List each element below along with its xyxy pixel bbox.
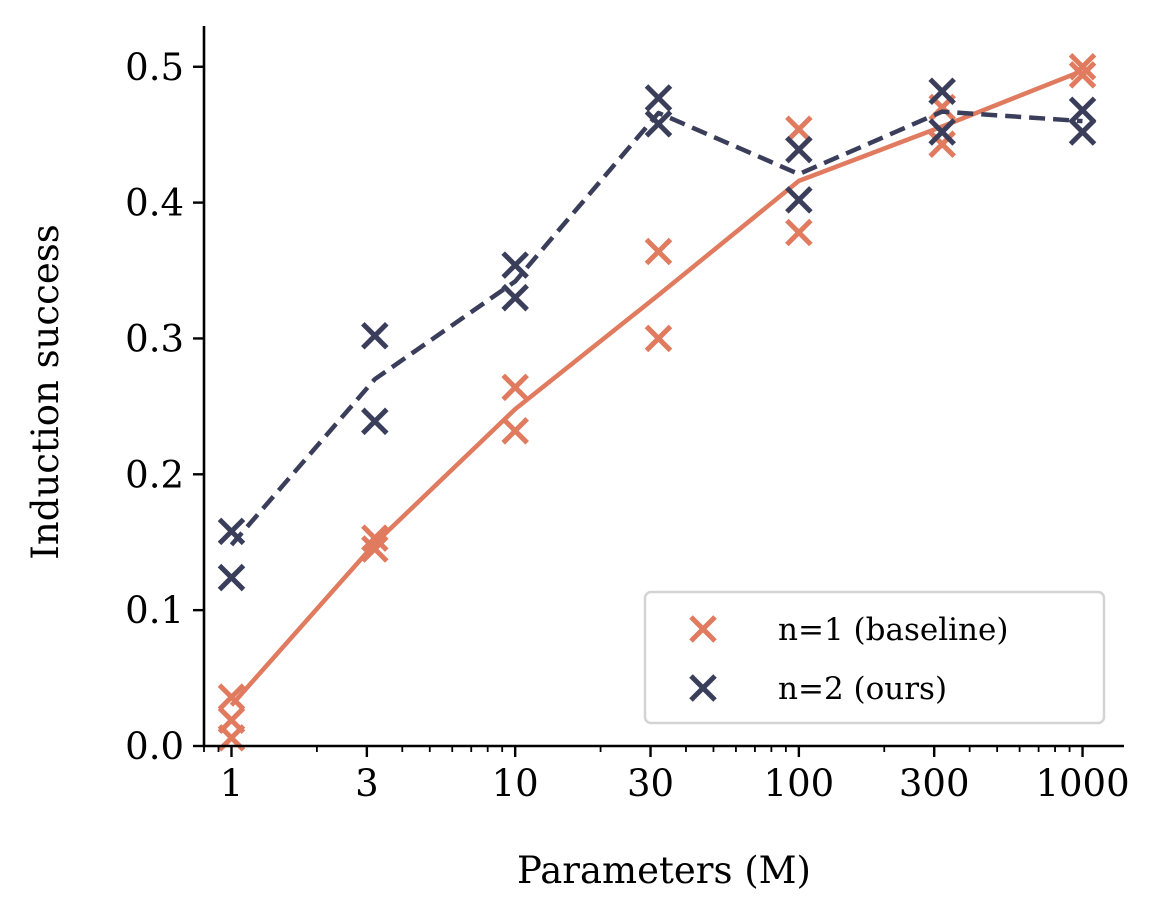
legend-marker-1 bbox=[689, 615, 717, 643]
marker-stroke bbox=[217, 563, 246, 592]
y-tick-label: 0.4 bbox=[125, 182, 184, 225]
x-tick-label: 300 bbox=[899, 762, 970, 805]
marker-stroke bbox=[928, 130, 956, 158]
x-tick-label: 3 bbox=[355, 762, 379, 805]
data-point bbox=[644, 110, 673, 138]
data-point bbox=[785, 186, 813, 214]
marker-stroke bbox=[644, 324, 673, 353]
data-point bbox=[928, 130, 956, 158]
marker-stroke bbox=[644, 110, 673, 138]
series-2 bbox=[217, 77, 1097, 592]
data-point bbox=[1068, 61, 1097, 89]
y-ticks: 0.0 0.1 0.2 0.3 0.4 0.5 bbox=[125, 46, 204, 768]
marker-stroke bbox=[785, 135, 813, 164]
y-tick-label: 0.1 bbox=[125, 589, 184, 632]
data-point bbox=[785, 135, 813, 164]
data-point bbox=[501, 283, 529, 312]
marker-stroke bbox=[501, 283, 529, 312]
marker-stroke bbox=[1068, 52, 1097, 81]
data-point bbox=[501, 251, 529, 279]
marker-stroke bbox=[501, 373, 529, 402]
data-point bbox=[1068, 118, 1097, 146]
x-ticks: 1 3 10 30 100 300 1000 bbox=[203, 746, 1130, 805]
marker-stroke bbox=[361, 524, 389, 552]
marker-stroke bbox=[501, 417, 529, 445]
marker-stroke bbox=[689, 615, 717, 643]
series-layer bbox=[217, 52, 1097, 752]
marker-stroke bbox=[361, 407, 389, 436]
data-point bbox=[361, 407, 389, 436]
marker-stroke bbox=[928, 77, 956, 105]
data-point bbox=[217, 517, 246, 546]
marker-stroke bbox=[501, 251, 529, 279]
data-point bbox=[501, 417, 529, 445]
data-point bbox=[361, 535, 389, 563]
x-axis-title: Parameters (M) bbox=[517, 849, 811, 892]
y-tick-label: 0.5 bbox=[125, 46, 184, 89]
x-tick-label: 1 bbox=[220, 762, 244, 805]
legend-label-1: n=1 (baseline) bbox=[778, 612, 1008, 648]
marker-stroke bbox=[217, 517, 246, 546]
x-tick-label: 1000 bbox=[1035, 762, 1129, 805]
data-point bbox=[1068, 52, 1097, 81]
y-tick-label: 0.2 bbox=[125, 453, 184, 496]
series-1 bbox=[217, 52, 1097, 752]
data-point bbox=[785, 115, 813, 144]
plot-area: 1 3 10 30 100 300 1000 0.0 0.1 0.2 0.3 0.4 0.5 bbox=[125, 26, 1130, 805]
data-point bbox=[1068, 96, 1097, 124]
data-point bbox=[361, 524, 389, 552]
data-point bbox=[644, 324, 673, 353]
legend: n=1 (baseline) n=2 (ours) bbox=[643, 590, 1106, 725]
legend-marker-2 bbox=[689, 674, 717, 702]
marker-stroke bbox=[689, 674, 717, 702]
x-tick-label: 10 bbox=[492, 762, 539, 805]
data-point bbox=[361, 321, 389, 350]
marker-stroke bbox=[1068, 61, 1097, 89]
data-point bbox=[501, 373, 529, 402]
marker-stroke bbox=[785, 186, 813, 214]
y-tick-label: 0.3 bbox=[125, 317, 184, 360]
data-point bbox=[644, 237, 673, 266]
marker-stroke bbox=[928, 118, 956, 146]
marker-stroke bbox=[1068, 96, 1097, 124]
x-tick-label: 100 bbox=[764, 762, 835, 805]
marker-stroke bbox=[785, 218, 813, 247]
marker-stroke bbox=[361, 535, 389, 563]
marker-stroke bbox=[644, 84, 673, 112]
legend-frame bbox=[643, 590, 1106, 725]
y-axis-title: Induction success bbox=[24, 224, 67, 559]
x-tick-label: 30 bbox=[627, 762, 674, 805]
legend-label-2: n=2 (ours) bbox=[778, 671, 947, 707]
marker-stroke bbox=[785, 115, 813, 144]
legend-entries: n=1 (baseline) n=2 (ours) bbox=[689, 612, 1008, 707]
data-point bbox=[928, 118, 956, 146]
data-point bbox=[644, 84, 673, 112]
series-2-trend-line bbox=[229, 109, 1083, 547]
marker-stroke bbox=[361, 321, 389, 350]
data-point bbox=[785, 218, 813, 247]
data-point bbox=[217, 683, 246, 711]
data-point bbox=[928, 77, 956, 105]
data-point bbox=[217, 563, 246, 592]
series-1-trend-line bbox=[229, 68, 1084, 707]
y-tick-label: 0.0 bbox=[125, 725, 184, 768]
marker-stroke bbox=[1068, 118, 1097, 146]
marker-stroke bbox=[644, 237, 673, 266]
marker-stroke bbox=[217, 683, 246, 711]
